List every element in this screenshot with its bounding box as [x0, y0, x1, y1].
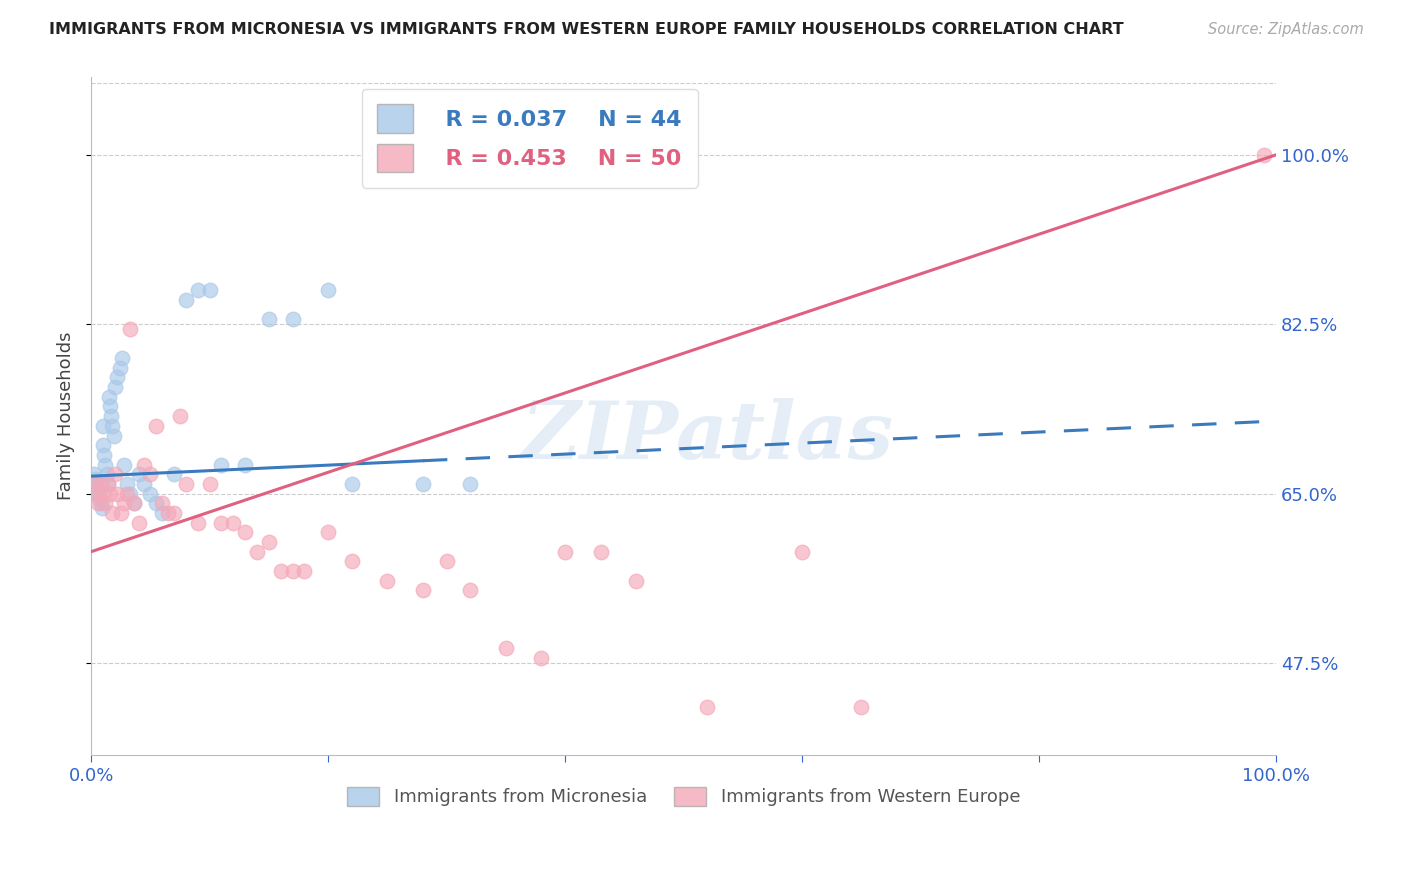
Point — [150, 496, 173, 510]
Point — [340, 477, 363, 491]
Point — [246, 544, 269, 558]
Point — [163, 467, 186, 482]
Legend: Immigrants from Micronesia, Immigrants from Western Europe: Immigrants from Micronesia, Immigrants f… — [339, 780, 1028, 814]
Point — [257, 312, 280, 326]
Point — [270, 564, 292, 578]
Text: ZIPatlas: ZIPatlas — [522, 398, 893, 475]
Point — [91, 486, 114, 500]
Point — [554, 544, 576, 558]
Point — [790, 544, 813, 558]
Point — [139, 467, 162, 482]
Point — [86, 482, 108, 496]
Point — [97, 477, 120, 491]
Point — [94, 496, 117, 510]
Point — [91, 418, 114, 433]
Point — [122, 496, 145, 510]
Point — [624, 574, 647, 588]
Point — [233, 458, 256, 472]
Point — [211, 458, 233, 472]
Point — [222, 516, 245, 530]
Point — [115, 486, 138, 500]
Point — [101, 418, 124, 433]
Point — [110, 506, 132, 520]
Text: Source: ZipAtlas.com: Source: ZipAtlas.com — [1208, 22, 1364, 37]
Point — [1253, 148, 1275, 162]
Point — [163, 506, 186, 520]
Point — [108, 360, 131, 375]
Point — [105, 486, 128, 500]
Point — [104, 380, 127, 394]
Point — [211, 516, 233, 530]
Point — [495, 641, 517, 656]
Point — [111, 351, 134, 365]
Point — [174, 477, 197, 491]
Point — [100, 409, 122, 424]
Point — [134, 477, 156, 491]
Point — [115, 477, 138, 491]
Point — [257, 535, 280, 549]
Point — [98, 486, 121, 500]
Point — [87, 486, 110, 500]
Point — [97, 390, 120, 404]
Point — [96, 467, 118, 482]
Point — [174, 293, 197, 307]
Point — [83, 472, 105, 486]
Point — [97, 477, 120, 491]
Point — [103, 428, 125, 442]
Point — [412, 583, 434, 598]
Point — [169, 409, 191, 424]
Point — [112, 496, 135, 510]
Point — [90, 496, 112, 510]
Point — [294, 564, 316, 578]
Point — [93, 448, 115, 462]
Point — [696, 699, 718, 714]
Point — [84, 477, 107, 491]
Point — [589, 544, 612, 558]
Point — [83, 477, 105, 491]
Point — [233, 525, 256, 540]
Point — [90, 501, 112, 516]
Point — [120, 322, 142, 336]
Point — [377, 574, 399, 588]
Point — [87, 496, 110, 510]
Point — [122, 496, 145, 510]
Point — [340, 554, 363, 568]
Point — [128, 467, 150, 482]
Point — [90, 477, 112, 491]
Point — [84, 486, 107, 500]
Point — [134, 458, 156, 472]
Point — [187, 516, 209, 530]
Point — [281, 312, 304, 326]
Point — [150, 506, 173, 520]
Point — [101, 506, 124, 520]
Point — [94, 458, 117, 472]
Point — [98, 400, 121, 414]
Point — [281, 564, 304, 578]
Point — [198, 284, 221, 298]
Point — [139, 486, 162, 500]
Point — [187, 284, 209, 298]
Point — [105, 370, 128, 384]
Point — [436, 554, 458, 568]
Text: IMMIGRANTS FROM MICRONESIA VS IMMIGRANTS FROM WESTERN EUROPE FAMILY HOUSEHOLDS C: IMMIGRANTS FROM MICRONESIA VS IMMIGRANTS… — [49, 22, 1123, 37]
Point — [851, 699, 873, 714]
Point — [83, 467, 105, 482]
Point — [157, 506, 180, 520]
Point — [104, 467, 127, 482]
Point — [316, 284, 339, 298]
Point — [89, 491, 111, 506]
Point — [198, 477, 221, 491]
Point — [91, 438, 114, 452]
Point — [316, 525, 339, 540]
Point — [112, 458, 135, 472]
Y-axis label: Family Households: Family Households — [58, 332, 75, 500]
Point — [530, 651, 553, 665]
Point — [412, 477, 434, 491]
Point — [458, 583, 481, 598]
Point — [128, 516, 150, 530]
Point — [458, 477, 481, 491]
Point — [120, 486, 142, 500]
Point — [145, 496, 167, 510]
Point — [145, 418, 167, 433]
